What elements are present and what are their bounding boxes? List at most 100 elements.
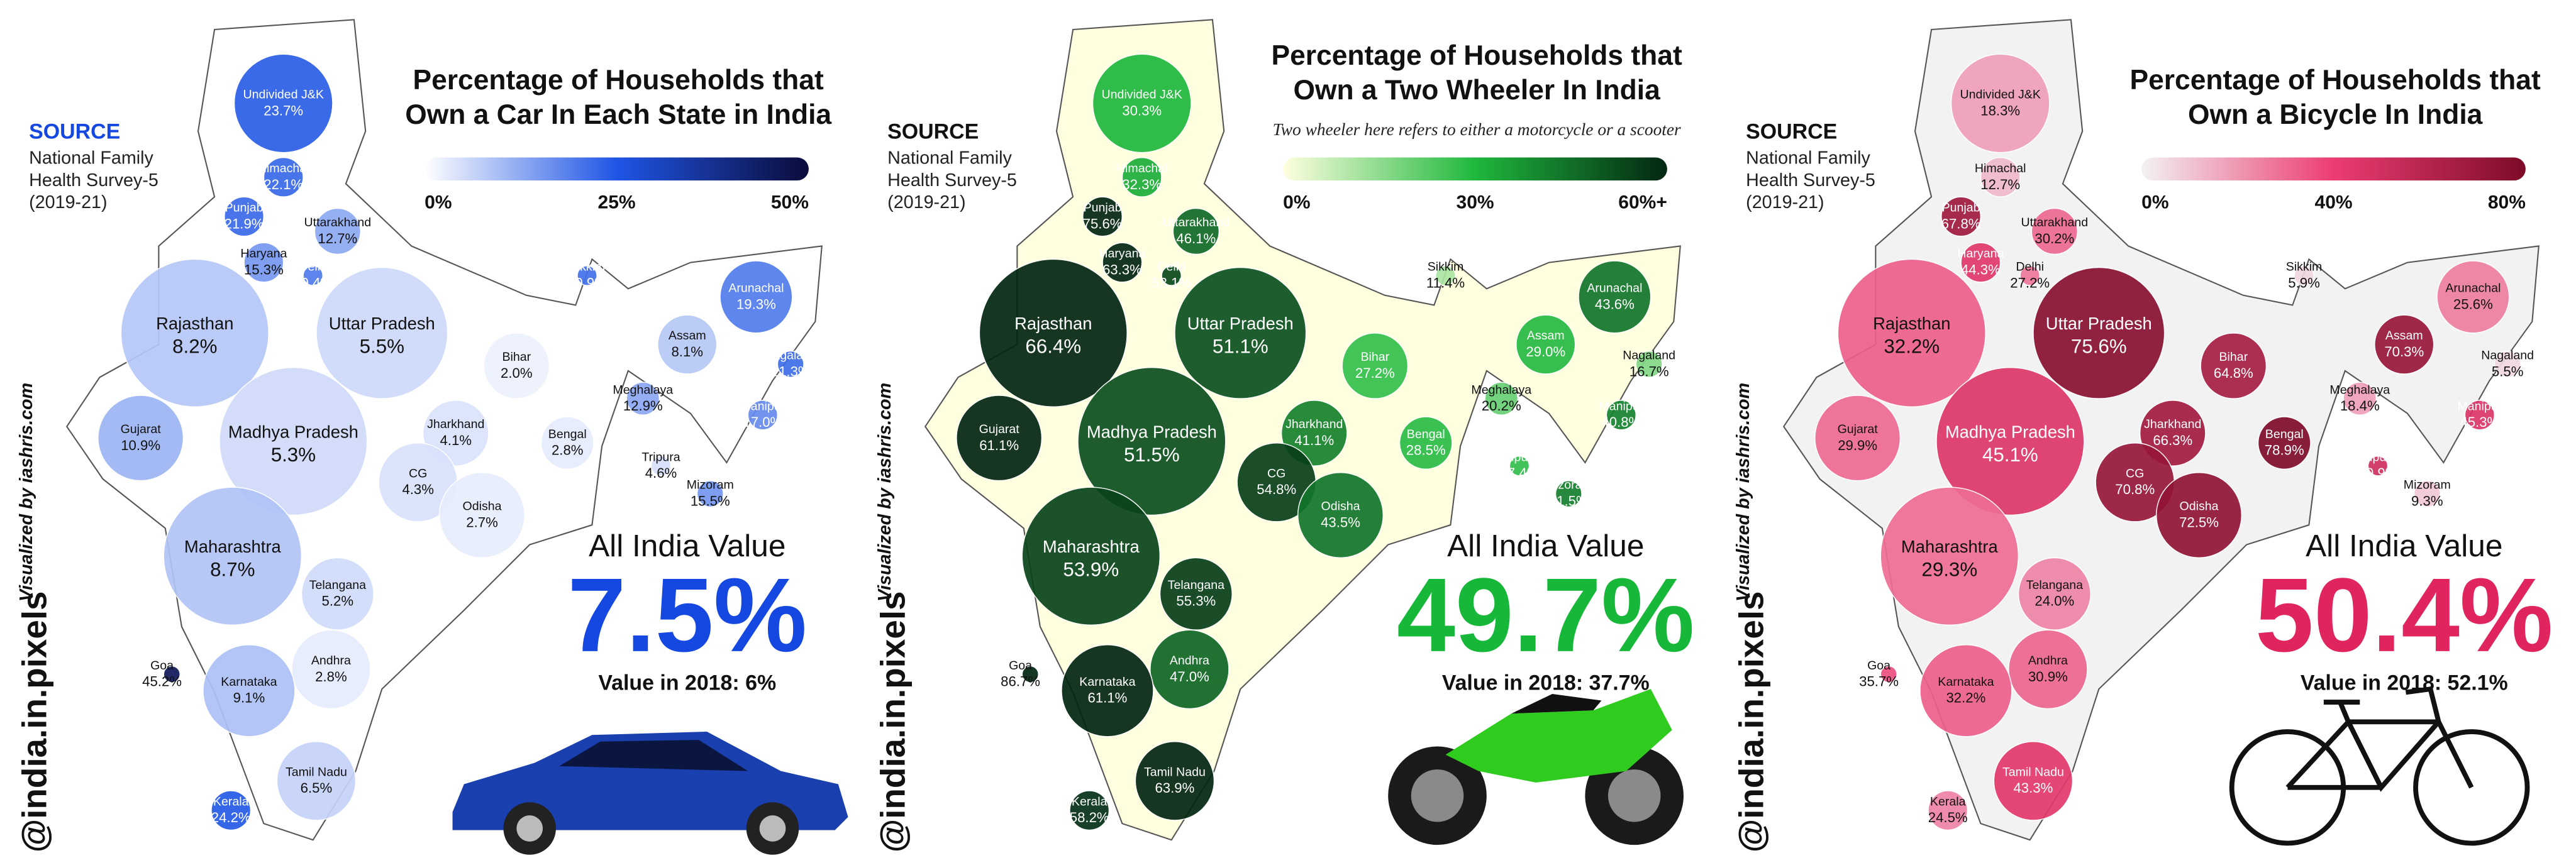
state-name: Maharashtra — [184, 537, 282, 556]
state-value: 20.9% — [567, 275, 607, 290]
motorcycle-illustration — [1388, 689, 1684, 845]
state-name: CG — [1267, 466, 1285, 480]
state-name: Karnataka — [1938, 675, 1994, 689]
state-value: 5.5% — [360, 336, 404, 358]
state-value: 64.8% — [2214, 365, 2253, 381]
state-region — [2436, 260, 2510, 334]
state-value: 4.6% — [645, 465, 677, 481]
scale-tick-label: 0% — [1283, 192, 1310, 213]
state-value: 30.9% — [2028, 669, 2068, 685]
state-value: 32.2% — [1946, 690, 1985, 706]
state-region — [1174, 267, 1307, 399]
state-region — [1578, 260, 1652, 334]
state-value: 27.2% — [2010, 275, 2050, 290]
state-name: Himachal — [1116, 162, 1168, 175]
scale-tick-label: 50% — [771, 192, 809, 213]
source-label: SOURCE — [887, 119, 979, 143]
state-value: 27.2% — [1355, 365, 1395, 381]
all-india-label: All India Value — [589, 528, 786, 563]
state-value: 2.7% — [466, 514, 498, 530]
state-value: 29.0% — [1526, 344, 1565, 360]
state-region — [1940, 196, 1982, 237]
state-value: 41.5% — [1549, 493, 1589, 509]
state-value: 66.4% — [1025, 336, 1081, 358]
state-value: 51.1% — [1213, 336, 1269, 358]
value-2018: Value in 2018: 6% — [598, 671, 776, 695]
moto-hub — [1607, 769, 1661, 822]
state-name: Uttar Pradesh — [1187, 314, 1294, 333]
state-value: 8.1% — [671, 344, 703, 360]
scale-tick-label: 0% — [2141, 192, 2168, 213]
state-region — [979, 258, 1128, 408]
state-value: 9.3% — [2411, 493, 2443, 509]
state-name: Rajasthan — [156, 314, 233, 333]
state-name: Uttarakhand — [1163, 216, 1230, 229]
state-value: 72.5% — [2179, 514, 2219, 530]
state-region — [223, 196, 265, 237]
state-name: Nagaland — [764, 349, 817, 363]
state-value: 4.3% — [402, 481, 434, 497]
state-region — [1082, 196, 1123, 237]
car-hub — [516, 815, 543, 842]
state-value: 32.3% — [1122, 177, 1162, 192]
state-name: Kerala — [213, 795, 249, 808]
state-name: Kerala — [1072, 795, 1108, 808]
state-value: 16.7% — [1629, 363, 1669, 379]
state-value: 78.9% — [2265, 443, 2304, 458]
state-value: 53.1% — [1152, 275, 1191, 290]
state-name: Rajasthan — [1014, 314, 1092, 333]
state-region — [2007, 629, 2088, 710]
state-region — [163, 487, 303, 626]
state-name: Bengal — [1407, 427, 1445, 441]
state-region — [1297, 471, 1384, 559]
state-region — [1069, 790, 1110, 831]
state-name: Punjab — [225, 201, 264, 215]
state-value: 24.5% — [1928, 810, 1968, 825]
state-name: Karnataka — [1079, 675, 1135, 689]
state-name: Himachal — [1975, 162, 2026, 175]
source-line: Health Survey-5 — [887, 170, 1017, 190]
state-value: 30.2% — [2035, 231, 2074, 246]
state-name: Tripura — [1500, 450, 1538, 464]
state-value: 86.7% — [1001, 674, 1040, 690]
state-value: 5.3% — [271, 444, 316, 466]
state-name: Nagaland — [2481, 349, 2534, 363]
state-name: Jharkhand — [427, 417, 484, 431]
state-value: 63.9% — [1155, 780, 1194, 796]
state-name: Jharkhand — [1285, 417, 1343, 431]
state-value: 18.3% — [1980, 102, 2020, 118]
state-region — [1435, 265, 1456, 286]
state-name: Gujarat — [979, 422, 1020, 436]
state-name: Punjab — [1942, 201, 1980, 215]
state-name: Jharkhand — [2144, 417, 2201, 431]
state-value: 5.5% — [2492, 363, 2524, 379]
state-value: 67.8% — [1941, 216, 1981, 231]
color-scale — [2141, 157, 2526, 181]
state-name: Manipur — [740, 399, 785, 413]
state-region — [2033, 267, 2165, 399]
moto-body — [1445, 689, 1672, 783]
source-line: (2019-21) — [29, 192, 107, 212]
state-value: 2.0% — [501, 365, 533, 381]
state-value: 45.2% — [142, 674, 182, 690]
bicycle-wheel — [2413, 729, 2530, 846]
state-region — [1837, 258, 1987, 408]
state-name: Meghalaya — [613, 383, 673, 397]
source-label: SOURCE — [29, 119, 120, 143]
state-region — [2257, 416, 2311, 470]
state-value: 4.1% — [440, 432, 472, 448]
state-value: 53.9% — [1063, 559, 1119, 581]
title-line: Percentage of Households that — [1272, 40, 1682, 71]
state-name: Sikkim — [2286, 260, 2323, 274]
state-region — [211, 790, 252, 831]
state-value: 8.7% — [210, 559, 255, 581]
state-name: Arunachal — [728, 282, 784, 295]
state-name: Telangana — [1168, 578, 1224, 592]
scale-tick-label: 25% — [598, 192, 636, 213]
state-name: Odisha — [1321, 500, 1360, 514]
state-value: 15.3% — [244, 261, 284, 277]
state-region — [626, 382, 660, 416]
state-value: 29.3% — [1921, 559, 1977, 581]
state-name: Himachal — [258, 162, 309, 175]
